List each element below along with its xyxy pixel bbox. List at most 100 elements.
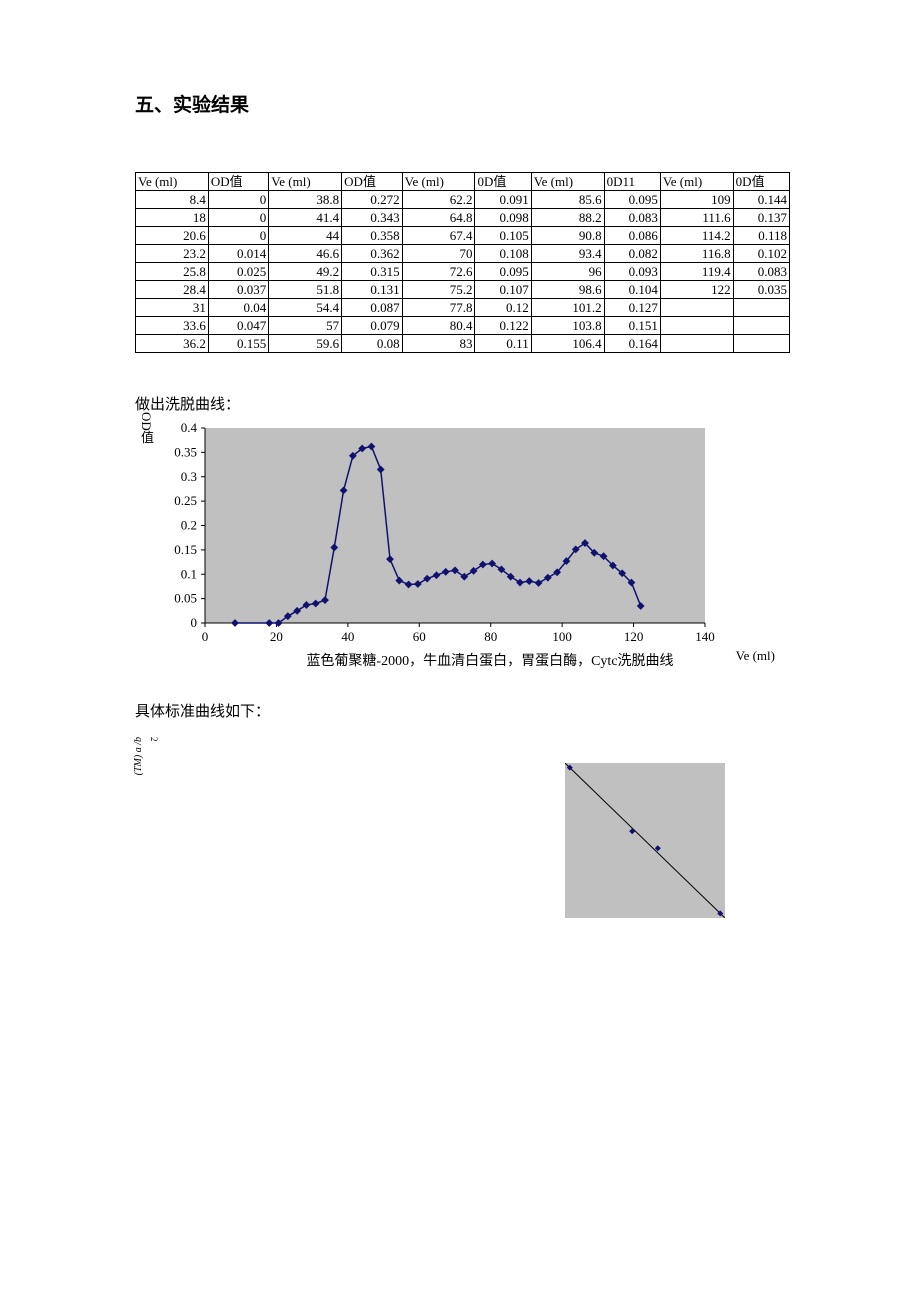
table-cell [660, 335, 733, 353]
table-cell: 0.164 [604, 335, 660, 353]
table-cell: 0.087 [342, 299, 402, 317]
table-cell: 64.8 [402, 209, 475, 227]
table-cell [733, 299, 789, 317]
table-cell: 54.4 [269, 299, 342, 317]
table-row: 36.20.15559.60.08830.11106.40.164 [136, 335, 790, 353]
table-cell: 0.12 [475, 299, 531, 317]
table-cell [660, 317, 733, 335]
table-cell: 101.2 [531, 299, 604, 317]
table-cell: 116.8 [660, 245, 733, 263]
svg-text:0.25: 0.25 [174, 493, 197, 508]
table-row: 8.4038.80.27262.20.09185.60.0951090.144 [136, 191, 790, 209]
table-cell: 0.082 [604, 245, 660, 263]
table-cell: 0.102 [733, 245, 789, 263]
chart1-xlabel: Ve (ml) [736, 648, 775, 664]
svg-text:0.4: 0.4 [181, 420, 198, 435]
table-cell: 88.2 [531, 209, 604, 227]
table-cell: 85.6 [531, 191, 604, 209]
table-cell: 0.098 [475, 209, 531, 227]
table-cell: 72.6 [402, 263, 475, 281]
table-cell: 51.8 [269, 281, 342, 299]
table-cell: 0 [208, 191, 268, 209]
table-cell: 0.358 [342, 227, 402, 245]
table-cell: 90.8 [531, 227, 604, 245]
table-header: Ve (ml) [531, 173, 604, 191]
svg-text:40: 40 [341, 629, 354, 644]
table-cell: 0 [208, 209, 268, 227]
table-header: Ve (ml) [402, 173, 475, 191]
table-header: OD值 [342, 173, 402, 191]
svg-text:140: 140 [695, 629, 715, 644]
svg-text:0: 0 [202, 629, 209, 644]
table-cell: 36.2 [136, 335, 209, 353]
svg-text:100: 100 [552, 629, 572, 644]
svg-text:0.1: 0.1 [181, 566, 197, 581]
svg-text:20: 20 [270, 629, 283, 644]
subheading-standard: 具体标准曲线如下： [135, 700, 785, 721]
table-cell: 109 [660, 191, 733, 209]
table-cell: 41.4 [269, 209, 342, 227]
table-cell: 98.6 [531, 281, 604, 299]
table-cell: 0.086 [604, 227, 660, 245]
chart2-yval: 2 [149, 737, 159, 742]
table-header: 0D值 [733, 173, 789, 191]
table-cell: 0.127 [604, 299, 660, 317]
table-cell: 114.2 [660, 227, 733, 245]
chart2-ylabel: (TM) a /b [133, 737, 144, 775]
table-cell: 20.6 [136, 227, 209, 245]
table-row: 33.60.047570.07980.40.122103.80.151 [136, 317, 790, 335]
table-cell: 0.105 [475, 227, 531, 245]
svg-text:80: 80 [484, 629, 497, 644]
svg-text:0: 0 [191, 615, 198, 630]
table-cell: 0 [208, 227, 268, 245]
table-cell: 38.8 [269, 191, 342, 209]
table-cell: 83 [402, 335, 475, 353]
table-cell: 0.095 [604, 191, 660, 209]
table-cell: 0.122 [475, 317, 531, 335]
table-header: Ve (ml) [136, 173, 209, 191]
table-cell: 0.11 [475, 335, 531, 353]
table-cell: 77.8 [402, 299, 475, 317]
table-cell: 0.047 [208, 317, 268, 335]
table-cell: 0.08 [342, 335, 402, 353]
svg-text:120: 120 [624, 629, 644, 644]
table-cell [733, 335, 789, 353]
section-heading: 五、实验结果 [135, 90, 785, 117]
table-row: 20.60440.35867.40.10590.80.086114.20.118 [136, 227, 790, 245]
elution-chart: OD值 00.050.10.150.20.250.30.350.40204060… [135, 418, 785, 670]
table-cell: 0.025 [208, 263, 268, 281]
table-header: Ve (ml) [269, 173, 342, 191]
table-row: 18041.40.34364.80.09888.20.083111.60.137 [136, 209, 790, 227]
table-cell: 59.6 [269, 335, 342, 353]
table-row: 28.40.03751.80.13175.20.10798.60.1041220… [136, 281, 790, 299]
table-cell: 0.083 [604, 209, 660, 227]
table-cell: 31 [136, 299, 209, 317]
svg-text:0.3: 0.3 [181, 469, 197, 484]
table-header: Ve (ml) [660, 173, 733, 191]
table-cell: 119.4 [660, 263, 733, 281]
svg-text:0.35: 0.35 [174, 444, 197, 459]
table-cell: 33.6 [136, 317, 209, 335]
table-cell: 0.091 [475, 191, 531, 209]
table-cell [660, 299, 733, 317]
table-cell: 46.6 [269, 245, 342, 263]
table-cell: 18 [136, 209, 209, 227]
table-cell: 93.4 [531, 245, 604, 263]
table-row: 310.0454.40.08777.80.12101.20.127 [136, 299, 790, 317]
table-cell: 0.315 [342, 263, 402, 281]
table-cell: 0.155 [208, 335, 268, 353]
table-cell: 80.4 [402, 317, 475, 335]
table-cell: 67.4 [402, 227, 475, 245]
subheading-elution: 做出洗脱曲线： [135, 393, 785, 414]
table-cell: 75.2 [402, 281, 475, 299]
table-cell: 0.104 [604, 281, 660, 299]
table-cell: 70 [402, 245, 475, 263]
results-table: Ve (ml)OD值Ve (ml)OD值Ve (ml)0D值Ve (ml)0D1… [135, 172, 790, 353]
chart2-svg [565, 763, 725, 918]
table-row: 23.20.01446.60.362700.10893.40.082116.80… [136, 245, 790, 263]
table-cell: 49.2 [269, 263, 342, 281]
table-cell: 0.343 [342, 209, 402, 227]
table-cell: 0.107 [475, 281, 531, 299]
table-cell: 0.108 [475, 245, 531, 263]
table-cell [733, 317, 789, 335]
